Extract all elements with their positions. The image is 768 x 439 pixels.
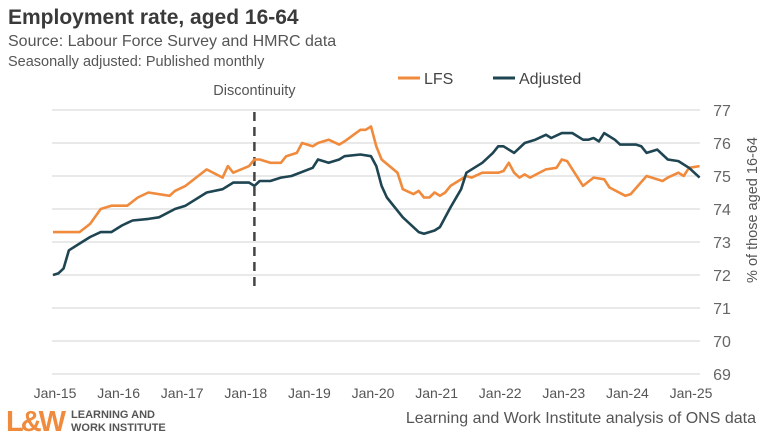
- y-tick-label: 71: [713, 301, 731, 318]
- x-tick-label: Jan-23: [542, 385, 585, 401]
- series-line-lfs: [53, 125, 700, 234]
- legend-label-lfs: LFS: [424, 71, 453, 88]
- x-tick-label: Jan-17: [161, 385, 204, 401]
- y-tick-label: 77: [713, 103, 731, 120]
- x-tick-label: Jan-19: [288, 385, 331, 401]
- x-tick-label: Jan-22: [479, 385, 522, 401]
- y-tick-label: 70: [713, 334, 731, 351]
- x-tick-label: Jan-20: [352, 385, 395, 401]
- x-tick-label: Jan-18: [224, 385, 267, 401]
- series-line-adjusted: [52, 131, 701, 277]
- chart-title: Employment rate, aged 16-64: [8, 6, 299, 29]
- x-tick-label: Jan-16: [97, 385, 140, 401]
- y-tick-label: 73: [713, 235, 731, 252]
- logo-line-1: LEARNING AND: [71, 409, 155, 421]
- x-tick-label: Jan-21: [415, 385, 458, 401]
- lw-logo: L&W LEARNING AND WORK INSTITUTE: [6, 406, 166, 438]
- y-tick-label: 75: [713, 169, 731, 186]
- y-tick-label: 76: [713, 136, 731, 153]
- y-tick-label: 72: [713, 268, 731, 285]
- x-tick-label: Jan-24: [606, 385, 649, 401]
- logo-text: LEARNING AND WORK INSTITUTE: [71, 409, 166, 435]
- discontinuity-label: Discontinuity: [213, 83, 296, 99]
- source-note: Learning and Work Institute analysis of …: [405, 410, 756, 427]
- y-axis-label: % of those aged 16-64: [745, 137, 761, 283]
- logo-line-2: WORK INSTITUTE: [71, 422, 166, 434]
- x-tick-label: Jan-25: [670, 385, 713, 401]
- y-tick-label: 74: [713, 202, 731, 219]
- logo-mark: L&W: [6, 406, 66, 438]
- chart-note: Seasonally adjusted: Published monthly: [8, 54, 265, 70]
- legend-label-adjusted: Adjusted: [519, 71, 581, 88]
- chart-subtitle: Source: Labour Force Survey and HMRC dat…: [8, 33, 337, 50]
- y-tick-label: 69: [713, 367, 731, 384]
- x-tick-label: Jan-15: [34, 385, 77, 401]
